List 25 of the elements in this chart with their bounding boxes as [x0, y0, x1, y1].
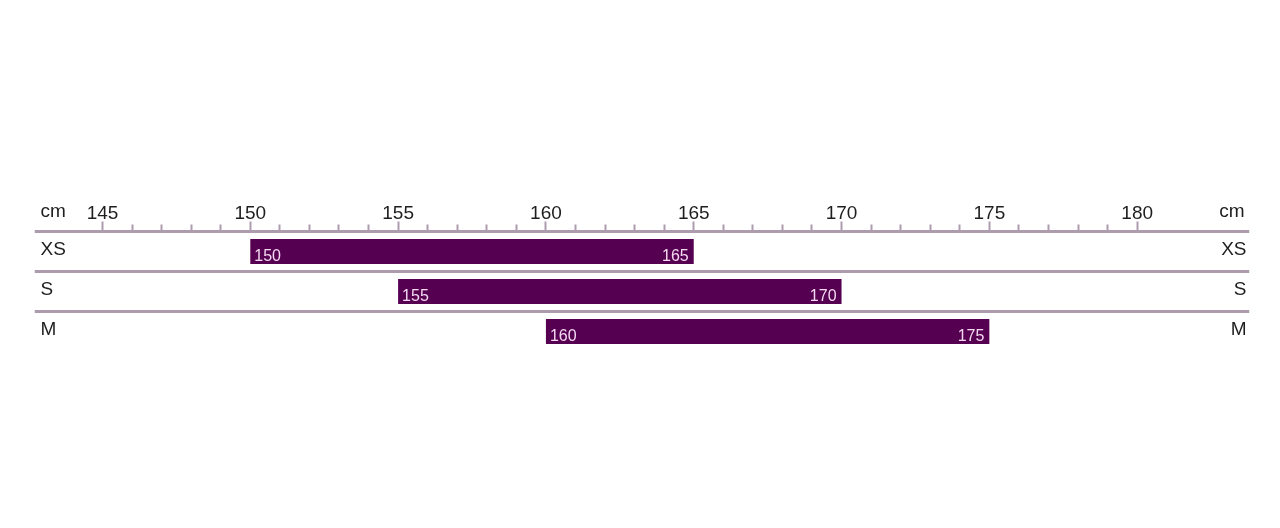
x-axis-title: cm [40, 199, 66, 221]
x-tick-label: 180 [1121, 201, 1154, 223]
x-tick-label: 165 [677, 201, 710, 223]
x-tick-label: 175 [973, 201, 1006, 223]
x-tick-label: 155 [382, 201, 414, 223]
bar [250, 238, 694, 265]
x-tick-label: 170 [825, 201, 858, 223]
text: cm [1219, 199, 1245, 221]
bar [398, 278, 842, 305]
x-tick-label: 160 [530, 201, 562, 223]
x-tick-label: 150 [234, 201, 267, 223]
annotation: 155 [402, 286, 429, 304]
annotation: 170 [809, 286, 837, 304]
y-tick-label: XS [40, 238, 66, 259]
annotation: 160 [549, 326, 577, 344]
x-tick-label: 145 [86, 201, 119, 223]
annotation: 165 [662, 246, 689, 264]
category-label: S [1233, 278, 1247, 299]
category-label: M [1230, 318, 1247, 339]
y-tick-label: M [40, 318, 57, 339]
annotation: 175 [957, 326, 985, 344]
annotation: 150 [254, 246, 282, 264]
bar [545, 318, 990, 345]
category-label: XS [1221, 238, 1247, 259]
y-tick-label: S [40, 278, 54, 299]
